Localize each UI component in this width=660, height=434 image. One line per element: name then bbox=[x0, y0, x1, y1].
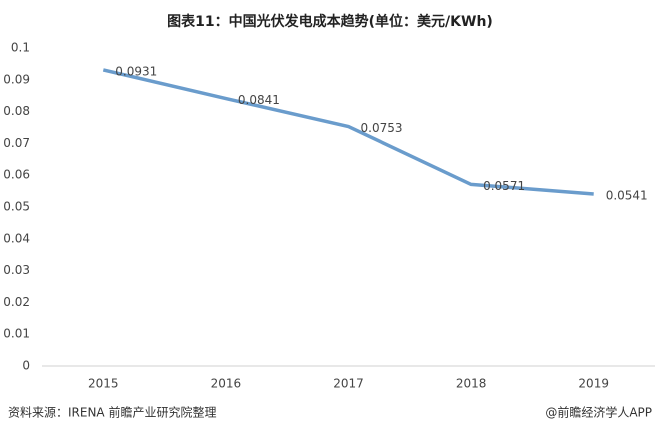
x-tick-label: 2019 bbox=[578, 377, 609, 391]
data-label: 0.0541 bbox=[606, 188, 648, 202]
x-tick-label: 2018 bbox=[456, 377, 487, 391]
credit-note: @前瞻经济学人APP bbox=[545, 405, 652, 420]
series-line bbox=[102, 68, 594, 196]
source-note: 资料来源：IRENA 前瞻产业研究院整理 bbox=[8, 405, 216, 420]
y-tick-label: 0.1 bbox=[11, 41, 30, 55]
x-tick-label: 2017 bbox=[333, 377, 364, 391]
y-tick-label: 0 bbox=[22, 359, 30, 373]
chart-title: 图表11：中国光伏发电成本趋势(单位：美元/KWh) bbox=[167, 13, 493, 30]
data-label: 0.0753 bbox=[361, 121, 403, 135]
y-tick-label: 0.01 bbox=[3, 327, 30, 341]
y-tick-label: 0.07 bbox=[3, 136, 30, 150]
x-tick-label: 2016 bbox=[211, 377, 242, 391]
y-tick-label: 0.06 bbox=[3, 168, 30, 182]
y-tick-label: 0.09 bbox=[3, 72, 30, 86]
y-tick-label: 0.04 bbox=[3, 231, 30, 245]
y-tick-label: 0.03 bbox=[3, 263, 30, 277]
x-tick-label: 2015 bbox=[88, 377, 119, 391]
data-label: 0.0841 bbox=[238, 93, 280, 107]
y-tick-label: 0.02 bbox=[3, 295, 30, 309]
data-label: 0.0571 bbox=[483, 179, 525, 193]
y-tick-label: 0.05 bbox=[3, 200, 30, 214]
y-tick-label: 0.08 bbox=[3, 104, 30, 118]
data-label: 0.0931 bbox=[115, 64, 157, 78]
